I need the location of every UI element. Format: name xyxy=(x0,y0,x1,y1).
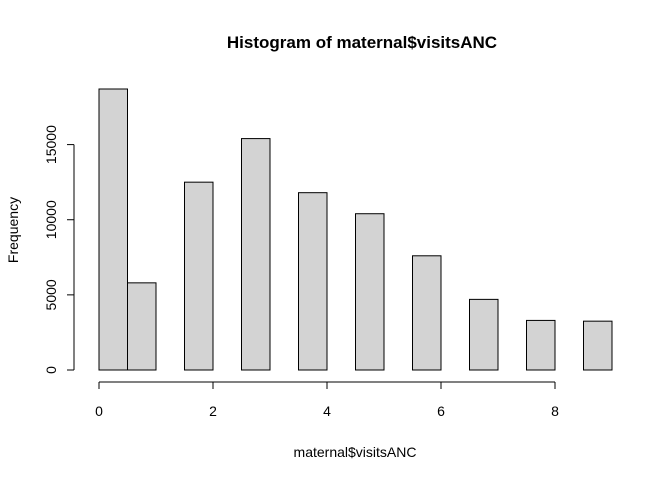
y-tick-label: 0 xyxy=(43,366,59,374)
x-tick-label: 8 xyxy=(551,403,559,419)
x-axis-label: maternal$visitsANC xyxy=(294,444,417,460)
y-tick-label: 5000 xyxy=(43,279,59,310)
x-tick-label: 0 xyxy=(95,403,103,419)
histogram-bar-9 xyxy=(583,320,613,371)
bars-group xyxy=(98,88,613,371)
histogram-bar-2 xyxy=(184,181,214,371)
y-tick-label: 10000 xyxy=(43,200,59,239)
y-tick-label: 15000 xyxy=(43,125,59,164)
y-axis-label: Frequency xyxy=(5,197,21,263)
chart-title: Histogram of maternal$visitsANC xyxy=(227,33,497,52)
histogram-bar-0 xyxy=(98,88,128,371)
histogram-bar-1 xyxy=(127,282,157,371)
y-axis: 0 5000 10000 15000 xyxy=(43,125,75,374)
histogram-bar-4 xyxy=(298,192,328,371)
histogram-bar-5 xyxy=(355,213,385,371)
histogram-bar-3 xyxy=(241,138,271,371)
x-tick-label: 2 xyxy=(209,403,217,419)
histogram-bar-6 xyxy=(412,255,442,371)
x-tick-label: 6 xyxy=(437,403,445,419)
histogram-bar-7 xyxy=(469,298,499,371)
x-axis: 0 2 4 6 8 xyxy=(95,381,559,419)
histogram-bar-8 xyxy=(526,319,556,371)
x-tick-label: 4 xyxy=(323,403,331,419)
